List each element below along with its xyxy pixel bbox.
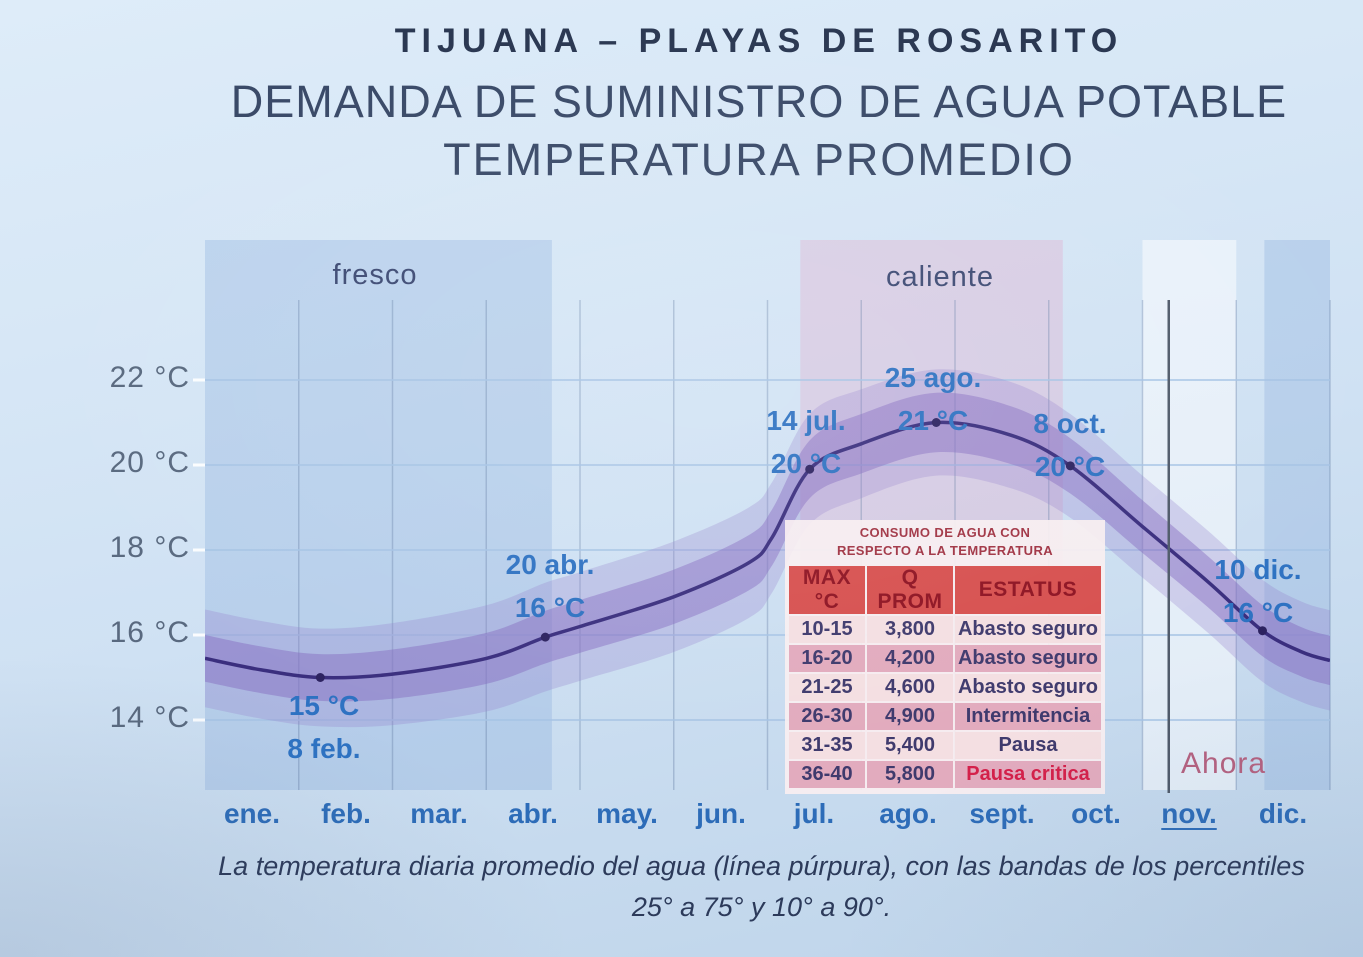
y-tick-16c: 16 °C — [109, 616, 190, 649]
table-header-row: MAX °C Q PROM ESTATUS — [789, 566, 1101, 614]
x-tick-abr: abr. — [508, 798, 558, 829]
consumption-table-panel: CONSUMO DE AGUA CON RESPECTO A LA TEMPER… — [785, 520, 1105, 794]
annotation-temp: 21 °C — [897, 405, 969, 436]
zone-label-fresco: fresco — [332, 259, 418, 291]
x-tick-jul: jul. — [793, 798, 835, 829]
cell-q-prom: 3,800 — [867, 616, 953, 643]
annotation-temp: 16 °C — [514, 592, 586, 623]
annotation-8-feb: 15 °C 8 feb. — [287, 684, 360, 770]
subtitle-line-2: TEMPERATURA PROMEDIO — [443, 134, 1075, 185]
cell-range: 36-40 — [789, 761, 865, 788]
annotation-date: 10 dic. — [1214, 554, 1302, 585]
x-tick-dic: dic. — [1258, 798, 1308, 829]
cell-range: 21-25 — [789, 674, 865, 701]
cell-q-prom: 5,800 — [867, 761, 953, 788]
table-row: 21-25 4,600 Abasto seguro — [789, 674, 1101, 701]
cell-status: Abasto seguro — [955, 616, 1101, 643]
x-tick-jun: jun. — [696, 798, 746, 829]
annotation-10-dic: 10 dic. 16 °C — [1214, 548, 1301, 634]
column-header-max-c: MAX °C — [789, 566, 865, 614]
cell-q-prom: 4,900 — [867, 703, 953, 730]
x-tick-mar: mar. — [410, 798, 468, 829]
cell-range: 16-20 — [789, 645, 865, 672]
page-title: TIJUANA – PLAYAS DE ROSARITO — [394, 22, 1124, 60]
cell-q-prom: 5,400 — [867, 732, 953, 759]
column-header-estatus: ESTATUS — [955, 566, 1101, 614]
caption-line-2: 25° a 75° y 10° a 90°. — [631, 892, 892, 922]
annotation-20-abr: 20 abr. 16 °C — [506, 543, 595, 629]
annotation-8-oct: 8 oct. 20 °C — [1033, 402, 1106, 488]
table-row: 10-15 3,800 Abasto seguro — [789, 616, 1101, 643]
annotation-date: 20 abr. — [505, 549, 595, 580]
cell-range: 26-30 — [789, 703, 865, 730]
x-tick-sept: sept. — [969, 798, 1035, 829]
cell-range: 10-15 — [789, 616, 865, 643]
table-row: 31-35 5,400 Pausa — [789, 732, 1101, 759]
annotation-temp: 20 °C — [770, 448, 842, 479]
table-row: 16-20 4,200 Abasto seguro — [789, 645, 1101, 672]
consumption-table: MAX °C Q PROM ESTATUS 10-15 3,800 Abasto… — [787, 564, 1103, 790]
y-tick-22c: 22 °C — [109, 361, 190, 394]
column-header-q-prom: Q PROM — [867, 566, 953, 614]
subtitle-line-1: DEMANDA DE SUMINISTRO DE AGUA POTABLE — [230, 76, 1288, 127]
now-label: Ahora — [1181, 747, 1267, 780]
table-row: 36-40 5,800 Pausa critica — [789, 761, 1101, 788]
annotation-date: 14 jul. — [766, 405, 846, 436]
annotation-25-ago: 25 ago. 21 °C — [885, 356, 981, 442]
x-tick-oct: oct. — [1071, 798, 1121, 829]
annotation-temp: 20 °C — [1034, 451, 1106, 482]
x-tick-may: may. — [596, 798, 658, 829]
x-tick-feb: feb. — [321, 798, 371, 829]
cell-q-prom: 4,600 — [867, 674, 953, 701]
table-title-line-1: CONSUMO DE AGUA CON — [859, 525, 1031, 540]
cell-status: Abasto seguro — [955, 645, 1101, 672]
cell-range: 31-35 — [789, 732, 865, 759]
y-tick-20c: 20 °C — [109, 446, 190, 479]
x-tick-ene: ene. — [223, 798, 281, 829]
cell-status: Pausa — [955, 732, 1101, 759]
annotation-date: 25 ago. — [884, 362, 982, 393]
annotation-temp: 15 °C — [288, 690, 360, 721]
y-tick-14c: 14 °C — [109, 701, 190, 734]
zone-label-caliente: caliente — [886, 261, 994, 293]
caption-line-1: La temperatura diaria promedio del agua … — [218, 851, 1305, 881]
table-title-line-2: RESPECTO A LA TEMPERATURA — [836, 543, 1054, 558]
cell-status: Intermitencia — [955, 703, 1101, 730]
x-tick-ago: ago. — [879, 798, 937, 829]
table-row: 26-30 4,900 Intermitencia — [789, 703, 1101, 730]
annotation-14-jul: 14 jul. 20 °C — [766, 399, 845, 485]
cell-q-prom: 4,200 — [867, 645, 953, 672]
annotation-date: 8 oct. — [1033, 408, 1107, 439]
annotation-date: 8 feb. — [287, 733, 361, 764]
cell-status: Abasto seguro — [955, 674, 1101, 701]
y-tick-18c: 18 °C — [109, 531, 190, 564]
cell-status: Pausa critica — [955, 761, 1101, 788]
annotation-temp: 16 °C — [1222, 597, 1294, 628]
x-tick-nov-current: nov. — [1161, 798, 1217, 829]
